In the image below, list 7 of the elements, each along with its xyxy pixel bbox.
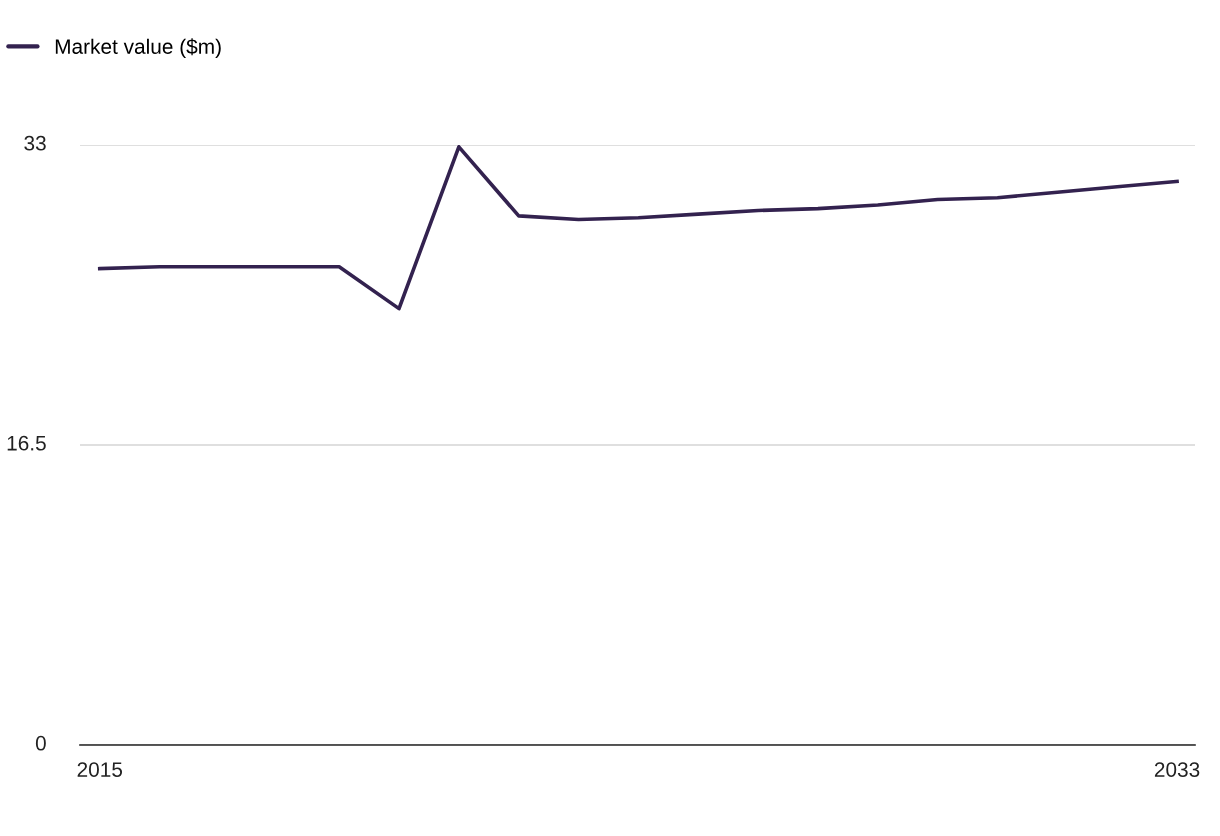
y-tick-label: 16.5: [7, 435, 46, 451]
x-tick-label: 2033: [1154, 762, 1200, 777]
legend-label: Market value ($m): [55, 38, 221, 59]
y-tick-label: 0: [35, 735, 46, 751]
line-series: [97, 145, 1179, 311]
x-tick-label: 2015: [77, 762, 123, 777]
y-tick-label: 33: [24, 135, 46, 151]
